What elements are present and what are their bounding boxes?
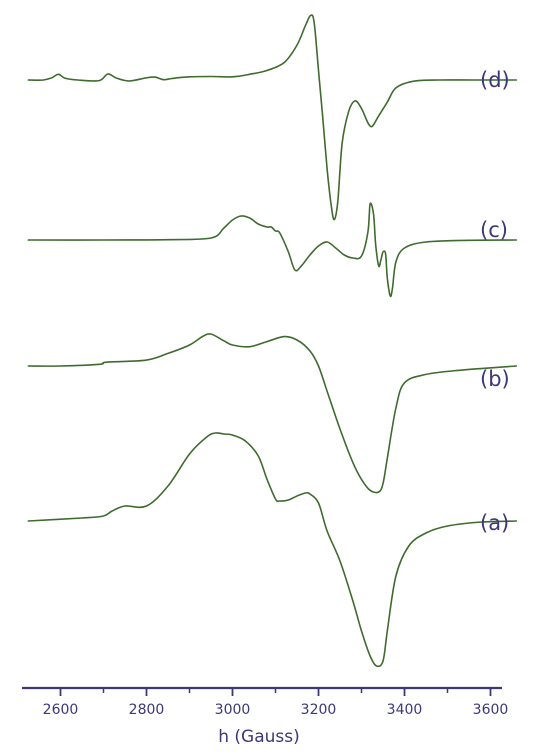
- x-ticks: [59, 688, 492, 696]
- x-tick-label-3200: 3200: [301, 702, 337, 718]
- series-labels: (d) (c) (b) (a): [480, 68, 510, 535]
- x-tick-label-3600: 3600: [473, 702, 509, 718]
- series-line-b: [27, 333, 518, 494]
- series-line-d: [27, 14, 518, 221]
- x-tick-label-2600: 2600: [43, 702, 79, 718]
- x-tick-labels: 2600 2800 3000 3200 3400 3600: [43, 702, 509, 718]
- series-label-b: (b): [480, 367, 510, 391]
- series-label-d: (d): [480, 68, 510, 92]
- curves-layer: [27, 14, 518, 668]
- series-line-a: [27, 432, 518, 668]
- x-tick-label-2800: 2800: [129, 702, 165, 718]
- x-axis: 2600 2800 3000 3200 3400 3600 h (Gauss): [22, 686, 509, 747]
- x-tick-label-3000: 3000: [215, 702, 251, 718]
- series-line-c: [27, 202, 518, 298]
- series-label-c: (c): [480, 218, 508, 242]
- series-label-a: (a): [480, 511, 509, 535]
- x-tick-label-3400: 3400: [387, 702, 423, 718]
- x-axis-title: h (Gauss): [218, 727, 300, 747]
